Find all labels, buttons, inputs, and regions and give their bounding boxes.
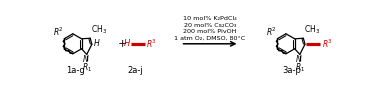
Text: 2a-j: 2a-j [127, 66, 143, 75]
Text: R$^2$: R$^2$ [53, 26, 64, 38]
Text: R$_1$: R$_1$ [82, 62, 92, 74]
Text: R$^2$: R$^2$ [266, 26, 276, 38]
Text: R$^3$: R$^3$ [322, 38, 332, 50]
Text: H: H [93, 39, 99, 48]
Text: 20 mol% Cs₂CO₃: 20 mol% Cs₂CO₃ [184, 23, 236, 28]
Text: CH$_3$: CH$_3$ [91, 23, 107, 36]
Text: R$_1$: R$_1$ [295, 62, 305, 74]
Text: +: + [118, 39, 127, 49]
Text: CH$_3$: CH$_3$ [304, 23, 320, 36]
Text: 10 mol% K₂PdCl₄: 10 mol% K₂PdCl₄ [183, 16, 237, 21]
Text: N: N [296, 55, 302, 64]
Text: 1 atm O₂, DMSO, 80°C: 1 atm O₂, DMSO, 80°C [174, 36, 246, 41]
Text: 200 mol% PivOH: 200 mol% PivOH [183, 29, 237, 34]
Text: R$^3$: R$^3$ [146, 38, 156, 50]
Text: 3a-p: 3a-p [283, 66, 302, 75]
Text: 1a-g: 1a-g [67, 66, 85, 75]
Text: H: H [124, 39, 130, 48]
Text: N: N [83, 55, 89, 64]
